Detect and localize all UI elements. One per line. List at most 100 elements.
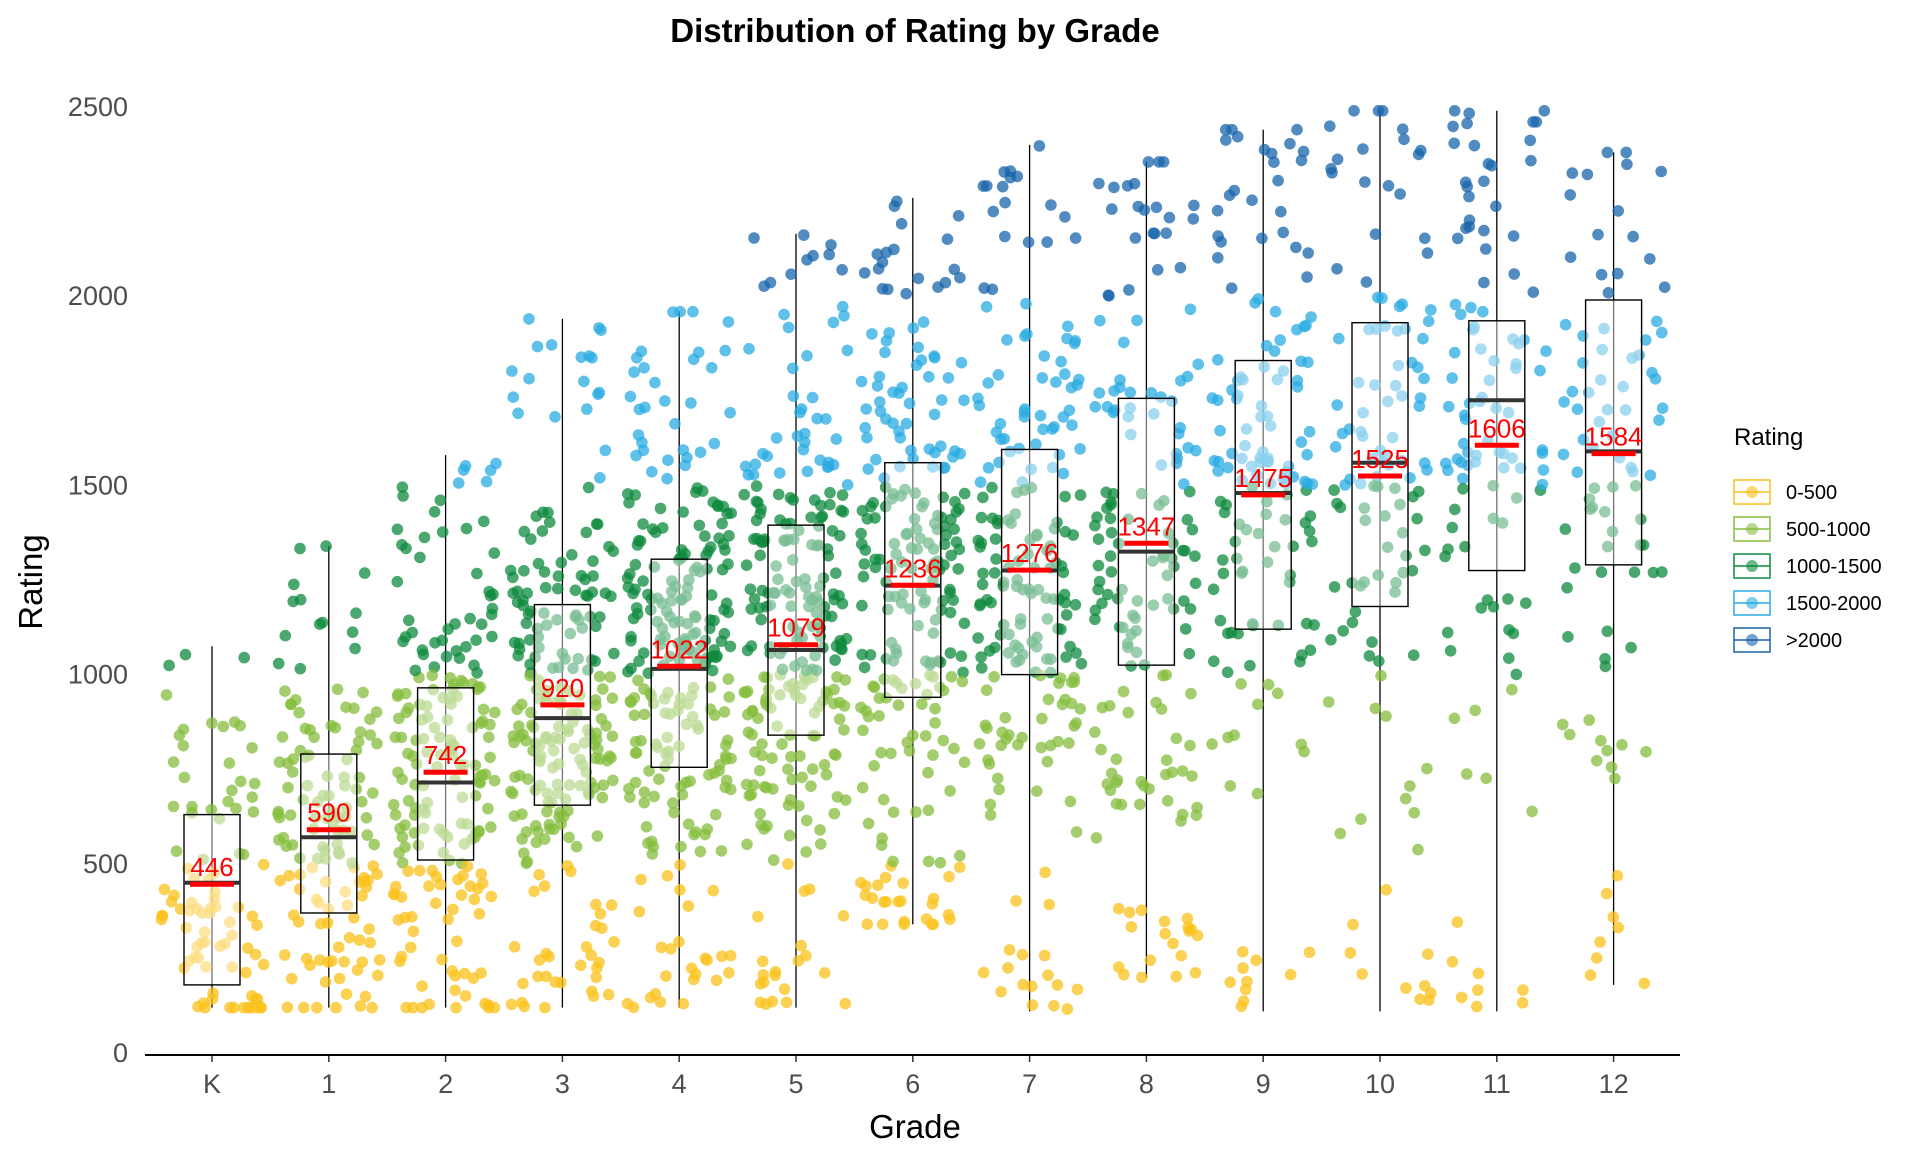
data-point (608, 647, 620, 660)
data-point (279, 949, 291, 961)
data-point (346, 626, 359, 638)
data-point (639, 401, 651, 414)
data-point (919, 730, 932, 742)
data-point (1190, 444, 1202, 457)
data-point (861, 431, 873, 444)
data-point (1264, 420, 1277, 432)
data-point (1606, 525, 1619, 538)
data-point (1268, 540, 1281, 553)
data-point (301, 779, 314, 792)
data-point (1588, 482, 1601, 495)
data-point (346, 857, 359, 869)
data-point (1160, 754, 1173, 766)
legend-label: >2000 (1786, 630, 1842, 652)
data-point (1418, 372, 1430, 385)
data-point (490, 457, 502, 470)
data-point (1656, 326, 1668, 339)
data-point (450, 1001, 462, 1014)
data-point (1357, 407, 1369, 419)
data-point (628, 366, 640, 378)
data-point (224, 916, 236, 928)
data-point (923, 371, 935, 383)
data-point (339, 886, 352, 898)
data-point (825, 239, 837, 251)
data-point (1599, 506, 1611, 518)
data-point (396, 857, 409, 869)
data-point (947, 451, 959, 463)
data-point (1478, 276, 1490, 289)
data-point (800, 949, 812, 962)
data-point (1619, 404, 1632, 416)
data-point (776, 738, 788, 750)
data-point (1322, 696, 1335, 708)
data-point (638, 786, 651, 798)
data-point (1056, 698, 1069, 711)
data-point (483, 585, 496, 598)
data-point (594, 908, 607, 920)
data-point (1112, 961, 1125, 973)
data-point (419, 807, 432, 819)
box (1584, 299, 1643, 566)
data-point (1017, 978, 1029, 991)
data-point (1012, 555, 1025, 567)
data-point (1472, 984, 1484, 996)
data-point (1337, 625, 1349, 637)
data-point (1178, 478, 1190, 490)
data-point (801, 465, 814, 478)
data-point (1490, 200, 1502, 213)
data-point (246, 910, 259, 922)
data-point (1404, 472, 1416, 484)
data-point (1094, 314, 1106, 327)
data-point (1160, 227, 1172, 239)
data-point (456, 791, 469, 804)
data-point (426, 669, 439, 682)
data-point (1625, 641, 1637, 654)
data-point (1392, 359, 1405, 372)
data-point (1236, 946, 1249, 958)
data-point (708, 709, 721, 721)
data-point (541, 787, 554, 800)
data-point (989, 641, 1001, 654)
data-point (624, 390, 637, 403)
data-point (1449, 503, 1461, 516)
data-point (766, 752, 778, 764)
data-point (859, 889, 872, 902)
data-point (722, 316, 735, 328)
data-point (222, 795, 234, 808)
x-tick-label: 8 (1139, 1069, 1154, 1099)
data-point (1601, 540, 1614, 553)
data-point (1246, 618, 1259, 630)
data-point (1069, 599, 1082, 611)
data-point (306, 861, 319, 874)
data-point (1002, 962, 1014, 974)
data-point (1655, 165, 1667, 178)
data-point (554, 733, 566, 745)
data-point (1459, 176, 1472, 189)
data-point (835, 504, 847, 517)
data-point (1010, 580, 1023, 593)
data-point (661, 472, 673, 485)
data-point (912, 341, 924, 354)
data-point (833, 713, 846, 725)
data-point (514, 769, 526, 782)
data-point (787, 677, 799, 690)
data-point (356, 890, 368, 902)
data-point (1206, 392, 1219, 404)
data-point (293, 706, 305, 719)
data-point (1162, 593, 1174, 605)
data-point (1449, 298, 1462, 311)
data-point (809, 650, 821, 662)
data-point (1065, 676, 1078, 689)
data-point (1298, 745, 1310, 758)
data-point (741, 838, 753, 851)
data-point (627, 612, 640, 625)
data-point (1599, 653, 1611, 665)
x-tick-label: 9 (1256, 1069, 1271, 1099)
data-point (1584, 969, 1597, 981)
data-point (693, 519, 706, 532)
data-point (1034, 669, 1047, 682)
data-point (457, 869, 469, 882)
data-point (468, 893, 481, 906)
data-point (674, 859, 686, 871)
data-point (637, 575, 649, 587)
